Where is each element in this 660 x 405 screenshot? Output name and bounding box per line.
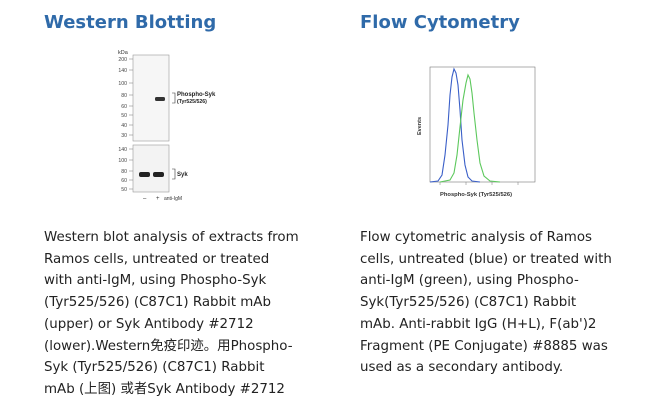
western-blot-description: Western blot analysis of extracts from R… xyxy=(44,227,299,401)
syk-band-treated xyxy=(153,172,164,177)
ladder-mark: 60 xyxy=(121,178,127,184)
western-blotting-heading: Western Blotting xyxy=(44,12,217,33)
description-line: mAb (上图) 或者Syk Antibody #2712 xyxy=(44,381,285,397)
flow-cytometry-heading: Flow Cytometry xyxy=(360,12,520,33)
ladder-mark: 200 xyxy=(118,57,127,63)
ladder-mark: 50 xyxy=(121,113,127,119)
description-line: cells, untreated (blue) or treated with xyxy=(360,251,612,267)
description-line: used as a secondary antibody. xyxy=(360,360,564,376)
lower-ladder: 140 100 80 60 50 xyxy=(118,147,127,193)
description-line: Western blot analysis of extracts from xyxy=(44,230,299,245)
flow-cytometry-histogram: Events Phospho-Syk (Tyr525/526) xyxy=(417,66,536,198)
lane-untreated-label: – xyxy=(143,196,147,202)
ladder-mark: 80 xyxy=(121,169,127,175)
flow-plot-frame xyxy=(429,66,536,183)
ladder-mark: 50 xyxy=(121,187,127,193)
flow-cytometry-description: Flow cytometric analysis of Ramos cells,… xyxy=(360,227,612,379)
description-line: (lower).Western免疫印迹。用Phospho- xyxy=(44,338,293,354)
description-line: (Tyr525/526) (C87C1) Rabbit mAb xyxy=(44,295,271,311)
ladder-mark: 40 xyxy=(121,123,127,129)
treatment-label: anti-IgM xyxy=(164,196,182,202)
phospho-syk-band xyxy=(155,97,165,101)
description-line: Ramos cells, untreated or treated xyxy=(44,251,270,267)
phospho-syk-label: Phospho-Syk xyxy=(177,92,216,98)
description-line: with anti-IgM, using Phospho-Syk xyxy=(44,273,267,289)
flow-x-axis-label: Phospho-Syk (Tyr525/526) xyxy=(440,192,512,198)
lower-blot-panel xyxy=(132,144,170,193)
western-blot-figure: kDa 200 140 100 80 60 50 40 30 Phospho-S… xyxy=(118,50,216,202)
phospho-syk-site-label: (Tyr525/526) xyxy=(177,99,207,105)
lane-treated-label: + xyxy=(156,196,160,202)
description-line: Syk (Tyr525/526) (C87C1) Rabbit xyxy=(44,360,265,376)
description-line: mAb. Anti-rabbit IgG (H+L), F(ab')2 xyxy=(360,316,597,332)
syk-band-untreated xyxy=(139,172,150,177)
syk-label: Syk xyxy=(177,172,188,178)
description-line: Flow cytometric analysis of Ramos xyxy=(360,230,592,245)
ladder-mark: 140 xyxy=(118,68,127,74)
description-line: Fragment (PE Conjugate) #8885 was xyxy=(360,338,608,354)
ladder-mark: 60 xyxy=(121,104,127,110)
untreated-histogram xyxy=(429,67,481,183)
flow-y-axis-label: Events xyxy=(417,117,423,135)
description-line: anti-IgM (green), using Phospho- xyxy=(360,273,579,289)
ladder-mark: 80 xyxy=(121,93,127,99)
ladder-mark: 100 xyxy=(118,81,127,87)
ladder-mark: 30 xyxy=(121,133,127,139)
ladder-mark: 140 xyxy=(118,147,127,153)
description-line: Syk(Tyr525/526) (C87C1) Rabbit xyxy=(360,295,577,311)
upper-ladder: 200 140 100 80 60 50 40 30 xyxy=(118,57,127,139)
ladder-mark: 100 xyxy=(118,158,127,164)
kda-label: kDa xyxy=(118,50,129,56)
anti-igm-histogram xyxy=(439,73,501,183)
description-line: (upper) or Syk Antibody #2712 xyxy=(44,316,254,332)
